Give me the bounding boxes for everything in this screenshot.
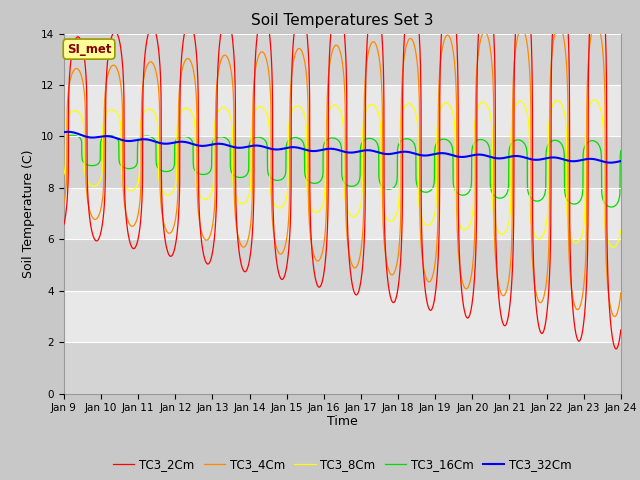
TC3_8Cm <box>606 242 614 248</box>
Text: SI_met: SI_met <box>67 43 111 56</box>
Bar <box>64 342 621 394</box>
Line: TC3_32Cm: TC3_32Cm <box>64 132 621 163</box>
TC3_16Cm <box>606 204 614 210</box>
TC3_16Cm <box>617 148 625 154</box>
TC3_8Cm <box>60 171 68 177</box>
TC3_8Cm <box>298 106 305 111</box>
Line: TC3_2Cm: TC3_2Cm <box>64 0 621 349</box>
TC3_4Cm <box>157 195 164 201</box>
Bar <box>64 136 621 188</box>
TC3_32Cm <box>60 129 68 135</box>
Line: TC3_8Cm: TC3_8Cm <box>64 100 621 247</box>
TC3_4Cm <box>592 19 600 24</box>
TC3_4Cm <box>606 301 614 307</box>
TC3_16Cm <box>124 166 132 171</box>
Bar <box>64 34 621 85</box>
X-axis label: Time: Time <box>327 415 358 428</box>
TC3_2Cm <box>606 313 614 319</box>
TC3_4Cm <box>60 199 68 204</box>
TC3_16Cm <box>607 204 615 210</box>
TC3_4Cm <box>546 94 554 99</box>
TC3_32Cm <box>546 155 554 160</box>
TC3_32Cm <box>65 129 72 135</box>
TC3_16Cm <box>274 178 282 183</box>
TC3_2Cm <box>617 327 625 333</box>
Line: TC3_4Cm: TC3_4Cm <box>64 22 621 317</box>
TC3_2Cm <box>546 264 554 270</box>
TC3_2Cm <box>124 227 131 233</box>
TC3_8Cm <box>274 204 282 210</box>
TC3_32Cm <box>606 160 614 166</box>
TC3_8Cm <box>591 97 598 103</box>
TC3_16Cm <box>298 138 306 144</box>
TC3_16Cm <box>60 136 68 142</box>
TC3_4Cm <box>611 314 618 320</box>
TC3_4Cm <box>298 48 305 54</box>
TC3_8Cm <box>609 244 617 250</box>
TC3_32Cm <box>274 146 282 152</box>
TC3_4Cm <box>274 248 282 253</box>
TC3_16Cm <box>546 139 554 145</box>
Line: TC3_16Cm: TC3_16Cm <box>64 135 621 207</box>
TC3_4Cm <box>617 290 625 296</box>
TC3_2Cm <box>612 346 620 352</box>
TC3_8Cm <box>124 186 131 192</box>
TC3_2Cm <box>157 74 164 80</box>
TC3_2Cm <box>60 221 68 227</box>
TC3_4Cm <box>124 216 131 222</box>
TC3_8Cm <box>617 228 625 233</box>
TC3_16Cm <box>68 132 76 138</box>
TC3_32Cm <box>607 160 614 166</box>
Title: Soil Temperatures Set 3: Soil Temperatures Set 3 <box>251 13 434 28</box>
Legend: TC3_2Cm, TC3_4Cm, TC3_8Cm, TC3_16Cm, TC3_32Cm: TC3_2Cm, TC3_4Cm, TC3_8Cm, TC3_16Cm, TC3… <box>108 454 577 476</box>
TC3_32Cm <box>617 158 625 164</box>
TC3_32Cm <box>157 140 164 146</box>
TC3_2Cm <box>274 264 282 270</box>
Y-axis label: Soil Temperature (C): Soil Temperature (C) <box>22 149 35 278</box>
TC3_32Cm <box>124 138 132 144</box>
TC3_8Cm <box>546 112 554 118</box>
TC3_16Cm <box>157 168 164 173</box>
TC3_32Cm <box>298 146 306 152</box>
TC3_8Cm <box>157 183 164 189</box>
Bar <box>64 240 621 291</box>
TC3_2Cm <box>298 4 305 10</box>
